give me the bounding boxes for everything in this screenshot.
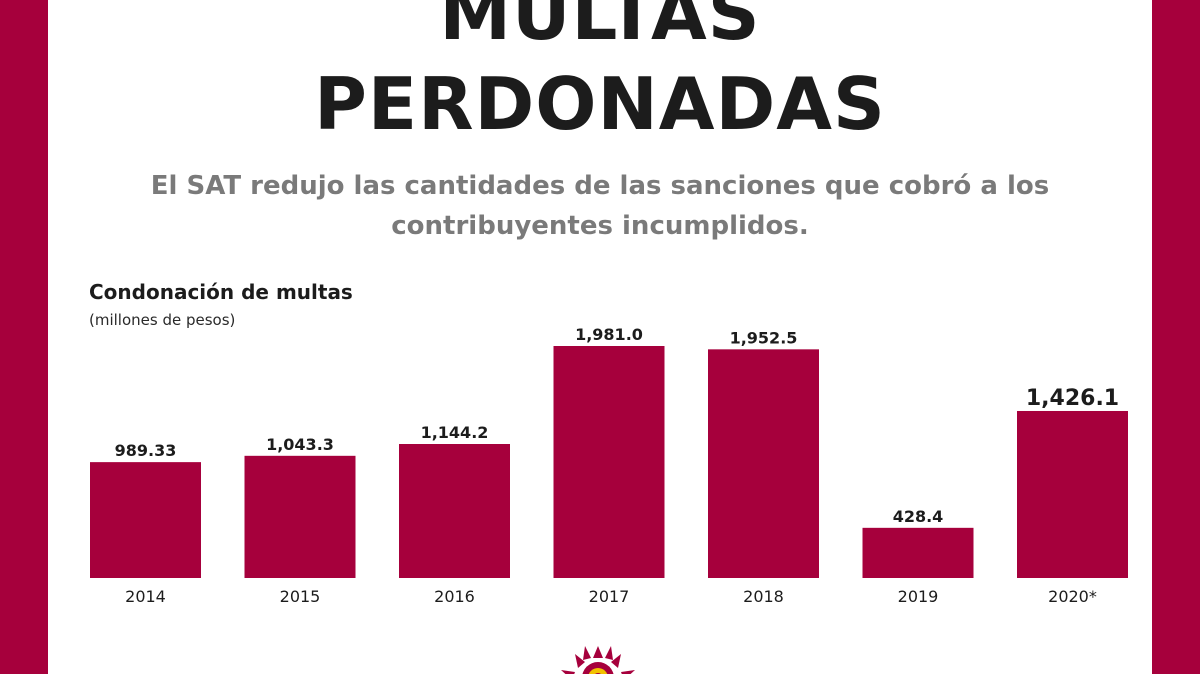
headline-line-1: MULTAS <box>439 0 761 56</box>
value-label-2016: 1,144.2 <box>421 423 489 442</box>
bar-2014 <box>90 462 201 578</box>
chart-unit: (millones de pesos) <box>89 311 236 329</box>
category-label-2018: 2018 <box>743 587 784 606</box>
value-label-2018: 1,952.5 <box>730 328 798 347</box>
category-label-2016: 2016 <box>434 587 475 606</box>
value-label-2014: 989.33 <box>115 441 177 460</box>
newspaper-logo-icon <box>561 646 635 674</box>
bar-2015 <box>244 455 356 578</box>
bar-2016 <box>399 443 510 578</box>
value-label-2020*: 1,426.1 <box>1026 386 1119 411</box>
category-label-2019: 2019 <box>898 587 939 606</box>
subtitle: El SAT redujo las cantidades de las sanc… <box>150 171 1050 241</box>
bar-2020* <box>1017 410 1128 578</box>
chart-title: Condonación de multas <box>89 280 353 304</box>
category-label-2015: 2015 <box>280 587 321 606</box>
category-label-2020*: 2020* <box>1048 587 1097 606</box>
headline-line-2: PERDONADAS <box>314 62 886 146</box>
category-label-2014: 2014 <box>125 587 166 606</box>
value-label-2017: 1,981.0 <box>575 325 643 344</box>
category-label-2017: 2017 <box>589 587 630 606</box>
bar-2018 <box>708 349 819 578</box>
infographic-card: MULTAS PERDONADAS El SAT redujo las cant… <box>48 0 1152 674</box>
value-label-2015: 1,043.3 <box>266 435 334 454</box>
bar-chart: 989.33 2014 1,043.3 2015 1,144.2 2016 1,981.0 2… <box>90 325 1128 606</box>
value-label-2019: 428.4 <box>893 507 944 526</box>
bar-2017 <box>553 346 665 578</box>
bar-2019 <box>862 527 974 578</box>
